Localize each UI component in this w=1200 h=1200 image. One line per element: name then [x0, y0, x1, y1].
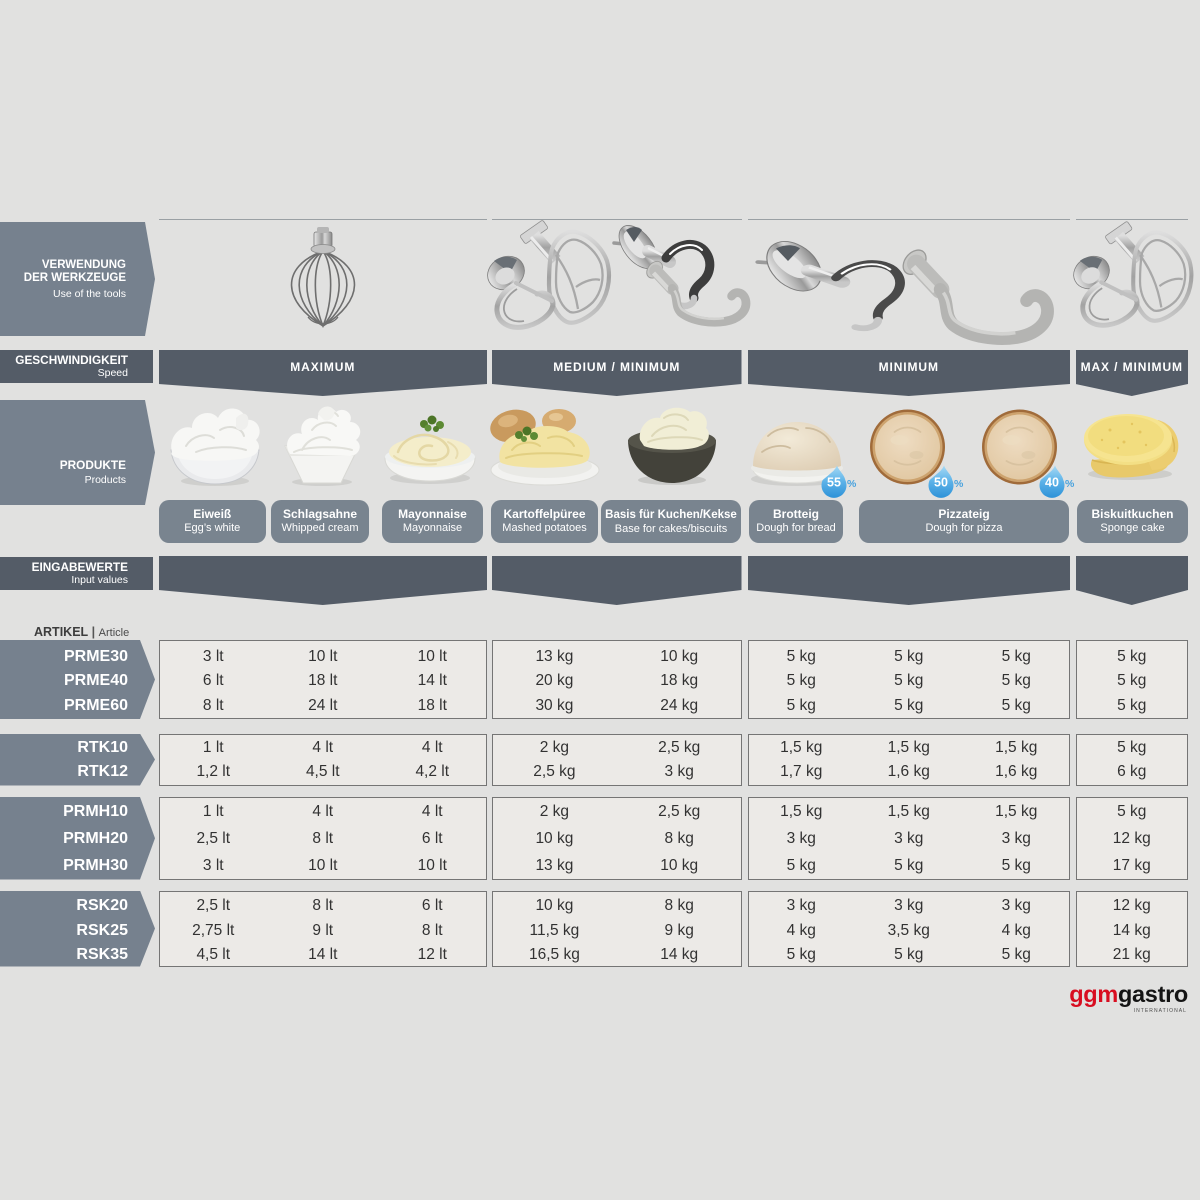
- svg-text:%: %: [1065, 478, 1075, 490]
- svg-text:%: %: [847, 478, 857, 490]
- svg-text:55: 55: [827, 476, 841, 490]
- svg-text:%: %: [954, 478, 964, 490]
- svg-text:50: 50: [934, 476, 948, 490]
- svg-text:40: 40: [1045, 476, 1059, 490]
